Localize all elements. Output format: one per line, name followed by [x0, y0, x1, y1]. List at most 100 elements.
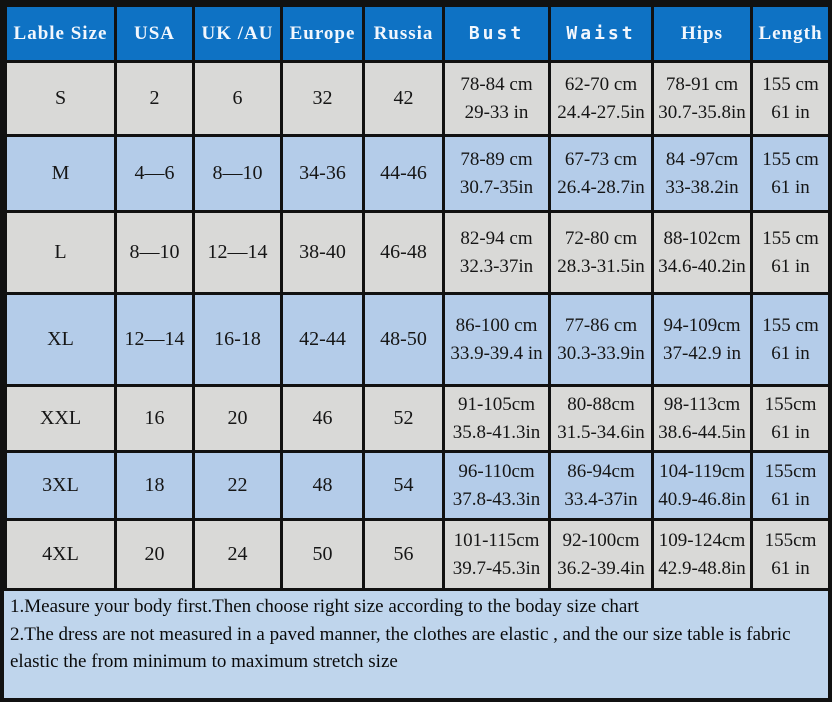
- cell-hips: 88-102cm 34.6-40.2in: [651, 210, 753, 295]
- cell-line: 78-91 cm: [665, 73, 739, 95]
- cell-length: 155 cm 61 in: [750, 60, 828, 137]
- cell-usa: 18: [114, 450, 195, 521]
- cell-hips: 84 -97cm 33-38.2in: [651, 134, 753, 213]
- size-rows: S 2 6 32 42 78-84 cm 29-33 in 62-70 cm 24.4-27.5…: [4, 60, 828, 591]
- header-cell-length: Length: [750, 4, 828, 63]
- cell-bust: 78-84 cm 29-33 in: [442, 60, 551, 137]
- cell-russia: 46-48: [362, 210, 445, 295]
- cell-line: 109-124cm: [658, 529, 746, 551]
- cell-hips: 94-109cm 37-42.9 in: [651, 292, 753, 387]
- cell-line: 33-38.2in: [665, 176, 739, 198]
- cell-line: 61 in: [771, 255, 810, 277]
- cell-line: 101-115cm: [453, 529, 540, 551]
- cell-hips: 98-113cm 38.6-44.5in: [651, 384, 753, 453]
- cell-europe: 48: [280, 450, 365, 521]
- cell-label: M: [4, 134, 117, 213]
- header-cell-usa: USA: [114, 4, 195, 63]
- cell-bust: 101-115cm 39.7-45.3in: [442, 518, 551, 591]
- cell-bust: 86-100 cm 33.9-39.4 in: [442, 292, 551, 387]
- note-line-2: 2.The dress are not measured in a paved …: [10, 623, 791, 673]
- cell-usa: 8—10: [114, 210, 195, 295]
- cell-line: 30.3-33.9in: [557, 342, 645, 364]
- cell-waist: 86-94cm 33.4-37in: [548, 450, 654, 521]
- table-row: XL 12—14 16-18 42-44 48-50 86-100 cm 33.9-39.4…: [4, 292, 828, 387]
- cell-usa: 16: [114, 384, 195, 453]
- header-cell-uk-au: UK /AU: [192, 4, 283, 63]
- cell-line: 36.2-39.4in: [557, 557, 645, 579]
- cell-line: 39.7-45.3in: [452, 557, 541, 579]
- note-line-1: 1.Measure your body first.Then choose ri…: [10, 596, 639, 617]
- cell-line: 92-100cm: [562, 529, 640, 551]
- cell-length: 155 cm 61 in: [750, 134, 828, 213]
- cell-line: 61 in: [771, 488, 810, 510]
- header-cell-bust: Bust: [442, 4, 551, 63]
- cell-line: 61 in: [771, 421, 810, 443]
- cell-line: 32.3-37in: [459, 255, 534, 277]
- cell-line: 61 in: [771, 176, 810, 198]
- cell-waist: 92-100cm 36.2-39.4in: [548, 518, 654, 591]
- cell-line: 31.5-34.6in: [557, 421, 645, 443]
- cell-bust: 91-105cm 35.8-41.3in: [442, 384, 551, 453]
- cell-line: 62-70 cm: [564, 73, 638, 95]
- cell-line: 61 in: [771, 557, 810, 579]
- cell-line: 26.4-28.7in: [557, 176, 645, 198]
- cell-russia: 54: [362, 450, 445, 521]
- cell-russia: 56: [362, 518, 445, 591]
- cell-line: 37-42.9 in: [662, 342, 742, 364]
- cell-line: 34.6-40.2in: [658, 255, 746, 277]
- cell-length: 155cm 61 in: [750, 450, 828, 521]
- table-row: 4XL 20 24 50 56 101-115cm 39.7-45.3in 92-100cm 3…: [4, 518, 828, 591]
- cell-waist: 72-80 cm 28.3-31.5in: [548, 210, 654, 295]
- cell-line: 155 cm: [762, 227, 819, 249]
- table-row: S 2 6 32 42 78-84 cm 29-33 in 62-70 cm 24.4-27.5…: [4, 60, 828, 137]
- cell-line: 155 cm: [762, 73, 819, 95]
- table-row: XXL 16 20 46 52 91-105cm 35.8-41.3in 80-88cm 31.…: [4, 384, 828, 453]
- cell-line: 61 in: [771, 342, 810, 364]
- cell-line: 40.9-46.8in: [658, 488, 746, 510]
- cell-line: 155 cm: [762, 148, 819, 170]
- cell-line: 96-110cm: [458, 460, 535, 482]
- header-cell-hips: Hips: [651, 4, 753, 63]
- cell-line: 94-109cm: [663, 314, 741, 336]
- cell-line: 33.4-37in: [564, 488, 638, 510]
- cell-line: 77-86 cm: [564, 314, 638, 336]
- table-header: Lable Size USA UK /AU Europe Russia Bust…: [4, 4, 828, 63]
- cell-line: 98-113cm: [663, 393, 741, 415]
- cell-line: 30.7-35in: [459, 176, 534, 198]
- cell-label: S: [4, 60, 117, 137]
- cell-uk-au: 22: [192, 450, 283, 521]
- cell-uk-au: 24: [192, 518, 283, 591]
- table-row: 3XL 18 22 48 54 96-110cm 37.8-43.3in 86-94cm 33.…: [4, 450, 828, 521]
- cell-line: 88-102cm: [663, 227, 741, 249]
- cell-europe: 34-36: [280, 134, 365, 213]
- cell-russia: 48-50: [362, 292, 445, 387]
- cell-line: 37.8-43.3in: [452, 488, 541, 510]
- cell-russia: 44-46: [362, 134, 445, 213]
- cell-line: 28.3-31.5in: [557, 255, 645, 277]
- cell-europe: 38-40: [280, 210, 365, 295]
- header-cell-waist: Waist: [548, 4, 654, 63]
- cell-line: 82-94 cm: [460, 227, 533, 249]
- cell-waist: 77-86 cm 30.3-33.9in: [548, 292, 654, 387]
- cell-europe: 46: [280, 384, 365, 453]
- cell-line: 33.9-39.4 in: [450, 342, 543, 364]
- cell-hips: 78-91 cm 30.7-35.8in: [651, 60, 753, 137]
- cell-length: 155cm 61 in: [750, 384, 828, 453]
- cell-label: 4XL: [4, 518, 117, 591]
- cell-uk-au: 20: [192, 384, 283, 453]
- cell-length: 155 cm 61 in: [750, 292, 828, 387]
- cell-length: 155cm 61 in: [750, 518, 828, 591]
- header-row: Lable Size USA UK /AU Europe Russia Bust…: [4, 4, 828, 63]
- cell-line: 61 in: [771, 101, 810, 123]
- cell-line: 84 -97cm: [665, 148, 739, 170]
- cell-usa: 12—14: [114, 292, 195, 387]
- cell-russia: 52: [362, 384, 445, 453]
- cell-waist: 62-70 cm 24.4-27.5in: [548, 60, 654, 137]
- cell-russia: 42: [362, 60, 445, 137]
- cell-line: 78-89 cm: [460, 148, 533, 170]
- cell-line: 42.9-48.8in: [658, 557, 746, 579]
- table-row: M 4—6 8—10 34-36 44-46 78-89 cm 30.7-35in 67-73…: [4, 134, 828, 213]
- cell-hips: 109-124cm 42.9-48.8in: [651, 518, 753, 591]
- cell-label: L: [4, 210, 117, 295]
